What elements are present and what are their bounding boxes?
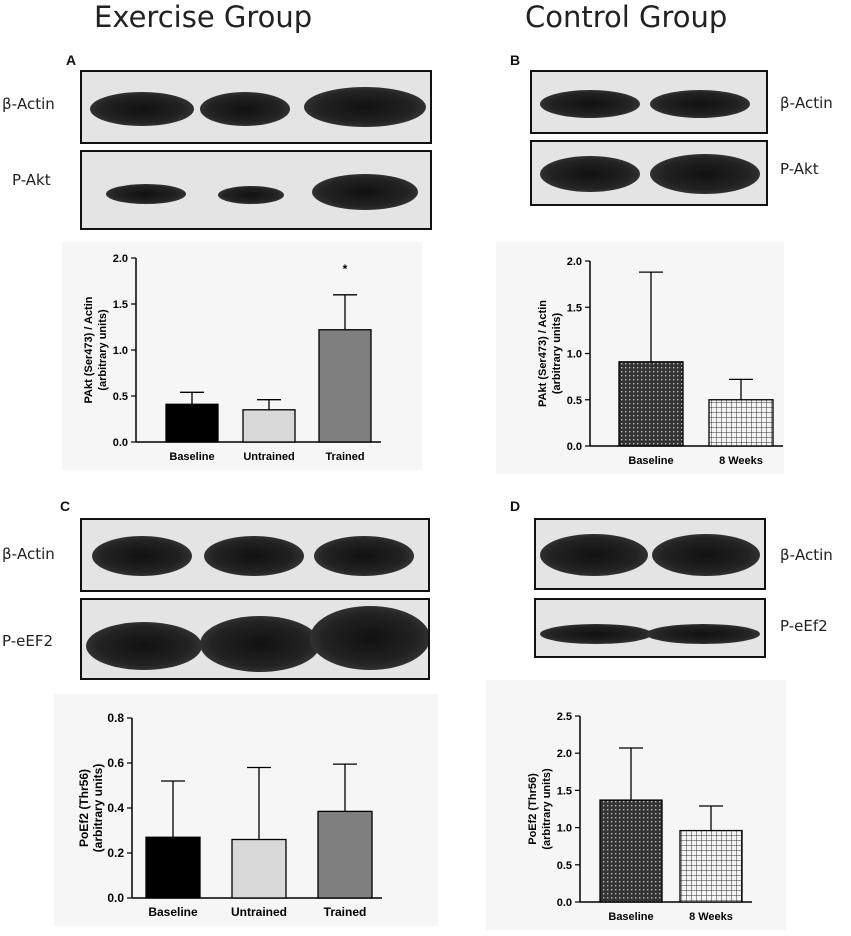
panel-c-peef2-blot [80, 598, 430, 680]
bar [231, 838, 287, 899]
bar [165, 403, 219, 443]
panel-b-actin-blot [530, 70, 768, 134]
blot-band [650, 154, 760, 194]
y-axis-label: (arbitrary units) [551, 313, 563, 395]
panel-b-letter: B [510, 52, 521, 68]
panel-d-blot-bottom-label: P-eEf2 [780, 617, 828, 635]
panel-a-blot-bottom-label: P-Akt [12, 171, 51, 189]
panel-a-blot-top-label: β-Actin [2, 95, 55, 113]
y-tick-label: 0.5 [567, 395, 582, 407]
x-tick-label: Trained [324, 905, 367, 919]
y-tick-label: 0.0 [557, 897, 572, 909]
panel-d-actin-blot [534, 518, 766, 590]
panel-d-peef2-blot [534, 598, 766, 658]
y-axis-label: (arbitrary units) [91, 764, 105, 853]
x-tick-label: Trained [325, 451, 364, 463]
blot-band [200, 616, 320, 672]
panel-a-chart: 0.0 0.5 1.0 1.5 2.0 PAkt (Ser473) / Actin (arb… [83, 253, 381, 463]
y-axis-label: PoEf2 (Thr56) [77, 769, 91, 847]
bar [318, 329, 372, 443]
bar [317, 810, 373, 899]
panel-c-blot-bottom-label: P-eEF2 [2, 632, 54, 650]
x-tick-label: Baseline [628, 455, 673, 467]
panel-b-chart: 0.0 0.5 1.0 1.5 2.0 PAkt (Ser473) / Actin (arb… [537, 256, 783, 467]
y-tick-label: 1.0 [113, 345, 128, 357]
y-axis-label: PAkt (Ser473) / Actin [537, 300, 549, 407]
y-tick-label: 2.0 [557, 748, 572, 760]
y-tick-label: 2.5 [557, 711, 572, 723]
blot-band [540, 534, 648, 576]
y-tick-label: 1.5 [557, 785, 572, 797]
bar [618, 361, 684, 447]
panel-d-letter: D [510, 498, 521, 514]
panel-b-blot-top-label: β-Actin [780, 94, 833, 112]
control-group-title: Control Group [525, 0, 728, 34]
blot-band [540, 156, 640, 192]
y-axis-label: PoEf2 (Thr56) [527, 773, 539, 845]
bar [242, 409, 296, 443]
panel-b-blot-bottom-label: P-Akt [780, 160, 819, 178]
y-axis-label: (arbitrary units) [541, 768, 553, 850]
y-tick-label: 1.0 [557, 823, 572, 835]
panel-d-blot-top-label: β-Actin [780, 546, 833, 564]
blot-band [218, 186, 284, 204]
panel-a-letter: A [66, 52, 77, 68]
x-tick-label: 8 Weeks [689, 911, 733, 923]
x-tick-label: Baseline [608, 911, 653, 923]
panel-c-chart: 0.0 0.2 0.4 0.6 0.8 PoEf2 (Thr56) (arbitrary u… [77, 711, 382, 919]
y-tick-label: 1.5 [567, 302, 582, 314]
y-axis-label: (arbitrary units) [97, 309, 109, 391]
y-tick-label: 0.2 [107, 846, 124, 860]
blot-band [86, 622, 202, 670]
y-tick-label: 0.5 [557, 860, 572, 872]
y-axis-label: PAkt (Ser473) / Actin [83, 296, 95, 403]
y-tick-label: 0.0 [113, 437, 128, 449]
panel-a-actin-blot [80, 70, 432, 144]
blot-band [540, 624, 652, 644]
exercise-group-title: Exercise Group [94, 0, 313, 34]
panel-c-actin-blot [80, 518, 430, 592]
y-tick-label: 0.4 [107, 801, 124, 815]
y-tick-label: 2.0 [567, 256, 582, 268]
panel-b-pakt-blot [530, 140, 768, 206]
panel-c-letter: C [60, 498, 71, 514]
x-tick-label: Baseline [148, 905, 198, 919]
bar [145, 836, 201, 899]
bar [708, 399, 774, 447]
panel-c-blot-top-label: β-Actin [2, 545, 55, 563]
x-tick-label: Untrained [243, 451, 294, 463]
blot-band [304, 87, 426, 127]
x-tick-label: Untrained [231, 905, 287, 919]
blot-band [312, 174, 418, 210]
blot-band [200, 92, 290, 126]
y-tick-label: 0.0 [567, 441, 582, 453]
y-tick-label: 0.8 [107, 711, 124, 725]
blot-band [540, 90, 640, 118]
y-tick-label: 0.5 [113, 391, 128, 403]
significance-marker: * [343, 262, 348, 276]
bar [679, 829, 743, 903]
x-tick-label: 8 Weeks [719, 455, 763, 467]
blot-band [650, 90, 750, 118]
panel-a-pakt-blot [80, 150, 432, 230]
blot-band [314, 536, 414, 576]
blot-band [90, 92, 194, 126]
panel-d-chart: 0.0 0.5 1.0 1.5 2.0 2.5 PoEf2 (Thr56) (arbitrar… [527, 711, 752, 923]
y-tick-label: 0.0 [107, 891, 124, 905]
y-tick-label: 2.0 [113, 253, 128, 265]
x-tick-label: Baseline [169, 451, 214, 463]
y-tick-label: 1.0 [567, 349, 582, 361]
blot-band [652, 534, 760, 576]
y-tick-label: 0.6 [107, 756, 124, 770]
blot-band [106, 184, 186, 204]
y-tick-label: 1.5 [113, 299, 128, 311]
blot-band [204, 536, 304, 576]
blot-band [646, 624, 760, 644]
bar [599, 799, 663, 903]
blot-band [310, 606, 428, 670]
blot-band [92, 536, 192, 576]
